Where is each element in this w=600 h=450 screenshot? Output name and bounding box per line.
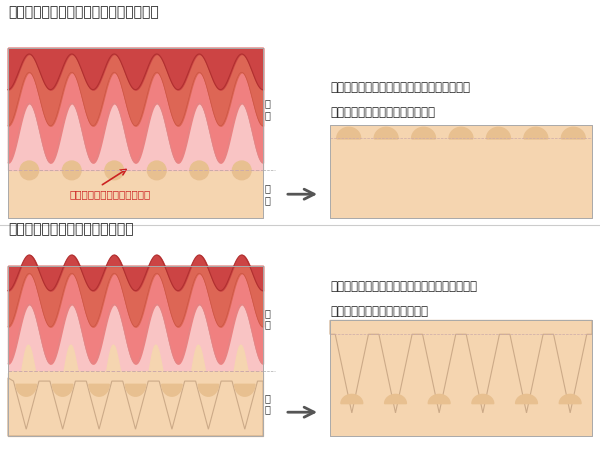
Polygon shape — [235, 384, 255, 396]
Text: 真皮の一部には深堀りになった創傷部があり、: 真皮の一部には深堀りになった創傷部があり、 — [330, 280, 477, 293]
FancyBboxPatch shape — [8, 371, 263, 436]
Circle shape — [190, 161, 209, 180]
Text: 通常型炭酸ガスレーザーでの治療: 通常型炭酸ガスレーザーでの治療 — [8, 222, 134, 236]
Polygon shape — [125, 384, 146, 396]
Polygon shape — [52, 384, 73, 396]
Text: スキャナ付き炭酸ガスレーザーでの治療: スキャナ付き炭酸ガスレーザーでの治療 — [8, 5, 159, 19]
Text: 真皮へのダメージは最小限で創傷治癒が早い: 真皮へのダメージは最小限で創傷治癒が早い — [330, 81, 470, 94]
FancyBboxPatch shape — [330, 141, 592, 218]
FancyBboxPatch shape — [8, 266, 263, 436]
Polygon shape — [89, 384, 109, 396]
Text: 表
皮: 表 皮 — [264, 99, 270, 120]
Polygon shape — [374, 127, 398, 139]
Circle shape — [232, 161, 251, 180]
Polygon shape — [330, 320, 592, 413]
Polygon shape — [428, 394, 450, 404]
Polygon shape — [449, 127, 473, 139]
Polygon shape — [559, 394, 581, 404]
Polygon shape — [515, 394, 538, 404]
Polygon shape — [337, 127, 361, 139]
Text: レーザーによる平坦な蒸散面: レーザーによる平坦な蒸散面 — [70, 189, 151, 199]
Circle shape — [62, 161, 81, 180]
Polygon shape — [8, 378, 263, 436]
FancyBboxPatch shape — [330, 320, 592, 436]
Text: 表
皮: 表 皮 — [264, 308, 270, 329]
Circle shape — [105, 161, 124, 180]
Polygon shape — [162, 384, 182, 396]
Circle shape — [148, 161, 166, 180]
FancyBboxPatch shape — [8, 171, 263, 218]
Text: レーザーによる凸凹のある蒸散面: レーザーによる凸凹のある蒸散面 — [55, 418, 149, 428]
Polygon shape — [524, 127, 548, 139]
Polygon shape — [385, 394, 406, 404]
Polygon shape — [562, 127, 585, 139]
FancyBboxPatch shape — [8, 48, 263, 218]
Polygon shape — [341, 394, 363, 404]
Text: 真
皮: 真 皮 — [264, 393, 270, 414]
Polygon shape — [472, 394, 494, 404]
FancyBboxPatch shape — [330, 125, 592, 218]
Polygon shape — [198, 384, 218, 396]
Polygon shape — [412, 127, 436, 139]
Text: 治癒後に瘢痕が残ることがある: 治癒後に瘢痕が残ることがある — [330, 306, 428, 319]
Polygon shape — [487, 127, 511, 139]
Polygon shape — [16, 384, 37, 396]
Text: 治癒後に瘢痕が残ることが少ない: 治癒後に瘢痕が残ることが少ない — [330, 106, 435, 119]
Text: 真
皮: 真 皮 — [264, 184, 270, 205]
Circle shape — [20, 161, 38, 180]
FancyBboxPatch shape — [330, 418, 592, 436]
